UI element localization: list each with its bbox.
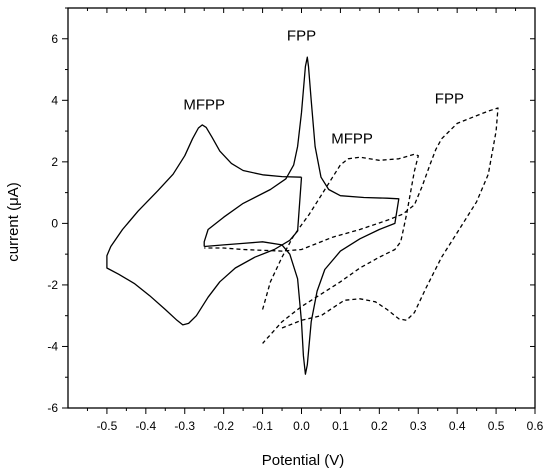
y-tick-label: 6 [51, 32, 58, 46]
y-tick-label: -4 [47, 339, 58, 353]
y-tick-label: 0 [51, 216, 58, 230]
plot-frame [67, 7, 536, 409]
x-tick-label: -0.1 [252, 419, 273, 433]
voltammogram-curve-4 [204, 107, 499, 329]
x-tick-label: 0.1 [332, 419, 349, 433]
x-tick-label: -0.2 [213, 419, 234, 433]
annotation-label: FPP [287, 27, 316, 44]
y-tick-label: 4 [51, 93, 58, 107]
annotation-label: MFPP [331, 130, 373, 147]
x-tick-label: -0.3 [174, 419, 195, 433]
series-group [106, 56, 499, 375]
annotation-label: MFPP [183, 97, 225, 114]
y-tick-label: -2 [47, 278, 58, 292]
voltammogram-curve-1 [106, 124, 303, 326]
y-tick-label: 2 [51, 155, 58, 169]
x-axis-label: Potential (V) [262, 452, 345, 469]
y-axis-label: current (μA) [5, 182, 22, 262]
axis-ticks: -0.5 -0.4 -0.3 -0.2 -0.1 0.0 0.1 0.2 0.3 0.4 0.5 0.… [47, 7, 544, 433]
voltammogram-curve-2 [203, 56, 400, 375]
annotation-label: FPP [435, 90, 464, 107]
x-tick-label: 0.0 [293, 419, 310, 433]
x-tick-label: 0.6 [527, 419, 544, 433]
x-tick-label: 0.3 [410, 419, 427, 433]
x-tick-label: 0.4 [449, 419, 466, 433]
x-tick-label: 0.2 [371, 419, 388, 433]
annotations: MFPP FPP MFPP FPP [183, 27, 464, 147]
x-tick-label: 0.5 [488, 419, 505, 433]
y-tick-label: -6 [47, 401, 58, 415]
x-tick-label: -0.5 [97, 419, 118, 433]
voltammogram-curve-3 [261, 153, 419, 344]
x-tick-label: -0.4 [135, 419, 156, 433]
